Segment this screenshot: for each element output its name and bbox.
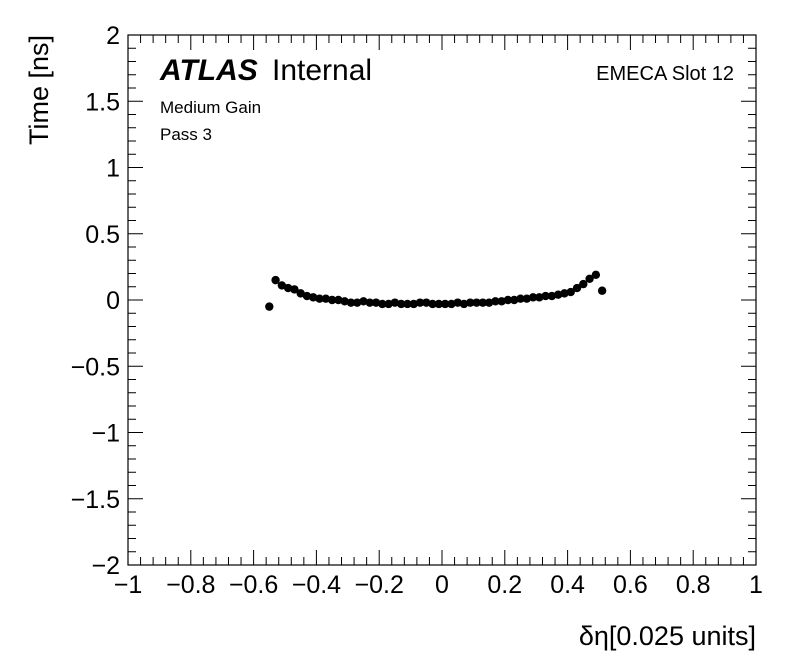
x-tick-label: −0.6	[229, 571, 278, 599]
x-tick-label: −1	[114, 571, 143, 599]
data-point	[440, 299, 450, 309]
internal-label: Internal	[272, 54, 372, 87]
y-tick-label: −1.5	[71, 486, 120, 514]
pass-label: Pass 3	[160, 125, 212, 144]
gain-label: Medium Gain	[160, 98, 261, 117]
data-point	[315, 294, 324, 303]
data-point	[447, 299, 456, 309]
data-point	[371, 298, 381, 307]
data-point	[484, 298, 494, 307]
x-tick-label: 0.4	[550, 571, 585, 599]
x-tick-label: −0.2	[355, 571, 404, 599]
y-tick-label: 1.5	[85, 88, 120, 116]
y-tick-label: −2	[91, 552, 120, 580]
slot-label: EMECA Slot 12	[596, 63, 734, 85]
data-point	[560, 289, 569, 298]
y-tick-label: 2	[106, 22, 120, 50]
data-point	[566, 287, 575, 297]
y-axis-title: Time [ns]	[24, 35, 54, 145]
data-point	[384, 299, 393, 309]
data-point	[591, 270, 601, 280]
x-tick-labels: −1 −0.8 −0.6 −0.4 −0.2 0 0.2 0.4 0.6 0.8 1	[114, 571, 763, 599]
data-point	[597, 286, 607, 295]
data-point	[346, 298, 356, 307]
data-point	[497, 297, 506, 306]
x-axis-title: δη[0.025 units]	[579, 621, 756, 651]
x-tick-label: 0.2	[487, 571, 522, 599]
data-point	[403, 299, 412, 309]
data-point	[353, 298, 362, 307]
y-tick-label: −1	[91, 420, 120, 448]
data-point	[378, 299, 387, 309]
y-tick-label: 0.5	[85, 221, 120, 249]
x-tick-label: 0.8	[676, 571, 711, 599]
y-tick-label: 0	[106, 287, 120, 315]
data-point	[553, 290, 563, 299]
data-point	[478, 298, 488, 307]
y-tick-labels: 2 1.5 1 0.5 0 −0.5 −1 −1.5 −2	[71, 22, 120, 580]
data-point	[453, 298, 462, 307]
data-point	[340, 297, 349, 306]
data-point	[491, 297, 500, 306]
data-point	[396, 299, 406, 309]
data-point	[503, 295, 513, 305]
x-tick-label: 0	[435, 571, 449, 599]
data-point	[409, 299, 418, 309]
data-point	[359, 297, 368, 306]
data-point	[271, 275, 280, 285]
data-point	[321, 294, 331, 303]
y-tick-label: 1	[106, 155, 120, 183]
x-tick-label: 0.6	[613, 571, 648, 599]
data-point	[365, 298, 374, 307]
data-point	[327, 295, 337, 305]
data-point	[516, 294, 525, 303]
data-point	[428, 299, 437, 309]
data-point	[283, 283, 293, 293]
data-point	[265, 302, 274, 311]
data-point	[522, 294, 531, 303]
data-point	[434, 299, 444, 309]
data-point	[296, 289, 305, 298]
axis-ticks	[127, 34, 757, 566]
x-tick-label: −0.4	[292, 571, 341, 599]
data-point	[547, 291, 557, 301]
data-point	[585, 274, 594, 283]
data-point	[277, 281, 287, 290]
data-points	[265, 270, 607, 311]
atlas-label: ATLAS	[159, 54, 258, 87]
data-point	[390, 298, 400, 307]
data-point	[466, 298, 475, 307]
data-point	[579, 279, 588, 289]
data-point	[302, 291, 312, 301]
data-point	[528, 293, 538, 302]
data-point	[459, 299, 469, 309]
data-point	[535, 293, 544, 302]
data-point	[510, 295, 519, 305]
y-tick-label: −0.5	[71, 353, 120, 381]
data-point	[415, 298, 425, 307]
data-point	[541, 291, 550, 301]
data-point	[422, 298, 431, 307]
data-point	[472, 298, 481, 307]
x-tick-label: 1	[749, 571, 763, 599]
data-point	[334, 295, 343, 305]
data-point	[290, 285, 299, 294]
data-point	[572, 283, 582, 293]
x-tick-label: −0.8	[166, 571, 215, 599]
data-point	[309, 293, 318, 302]
